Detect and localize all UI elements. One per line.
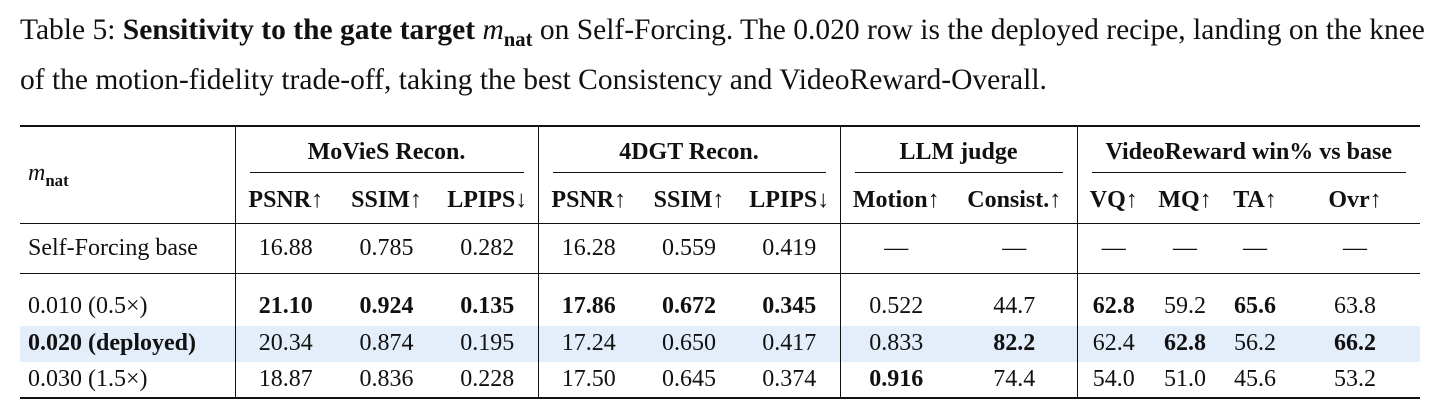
cell: 0.345 [762, 293, 817, 320]
results-table: mnat MoVieS Recon. 4DGT Recon. LLM judge Vid… [20, 125, 1420, 399]
cell: 56.2 [1220, 325, 1290, 362]
column-header: PSNR↑ [234, 177, 336, 224]
column-header: SSIM↑ [653, 186, 725, 213]
column-header: PSNR↑ [537, 177, 639, 224]
cell: 0.522 [839, 273, 952, 326]
cell: 59.2 [1164, 293, 1206, 320]
data-row: Self-Forcing base 16.88 0.785 0.282 16.28 0.5… [20, 223, 1420, 274]
cell: — [1076, 223, 1150, 274]
cell: — [1173, 235, 1197, 261]
group-label: 4DGT Recon. [552, 131, 826, 173]
group-header: VideoReward win% vs base [1076, 126, 1420, 177]
cell: 66.2 [1290, 325, 1420, 362]
cell: 44.7 [993, 293, 1036, 320]
cell: 18.87 [234, 361, 336, 398]
cell: 62.4 [1076, 325, 1150, 362]
cell: 0.195 [437, 325, 538, 362]
cell: 0.282 [460, 235, 515, 261]
cell: 17.24 [537, 325, 639, 362]
column-header: SSIM↑ [351, 186, 422, 213]
caption-text: on Self-Forcing. The 0.020 row is the de… [20, 14, 1425, 96]
cell: 20.34 [234, 325, 336, 362]
column-header: VQ↑ [1076, 177, 1150, 224]
column-header: Consist.↑ [967, 186, 1062, 213]
group-label: LLM judge [854, 131, 1063, 173]
cell: 0.419 [762, 235, 817, 261]
group-header: 4DGT Recon. [537, 126, 840, 177]
cell: 65.6 [1234, 293, 1276, 320]
data-row: 0.010 (0.5×) 21.10 0.924 0.135 17.86 0.672 0.3… [20, 273, 1420, 326]
cell: 62.8 [1076, 273, 1150, 326]
group-label: MoVieS Recon. [249, 131, 524, 173]
cell: 53.2 [1334, 365, 1376, 392]
subheader-row: PSNR↑ SSIM↑ LPIPS↓ PSNR↑ SSIM↑ LPIPS↓ Motion↑ C… [20, 177, 1420, 224]
cell: 0.650 [639, 325, 739, 362]
cell: 0.135 [460, 293, 515, 320]
cell: 63.8 [1334, 293, 1376, 320]
column-header: TA↑ [1233, 186, 1277, 213]
corner-symbol: m [28, 159, 46, 186]
cell: 16.28 [537, 223, 639, 274]
cell: 54.0 [1076, 361, 1150, 398]
cell: 16.88 [234, 223, 336, 274]
cell: 0.785 [359, 235, 414, 261]
cell: 0.874 [336, 325, 437, 362]
cell: 0.924 [359, 293, 414, 320]
column-header: MQ↑ [1158, 186, 1212, 213]
cell: 45.6 [1234, 365, 1276, 392]
cell: 0.228 [460, 365, 515, 392]
caption-bold: Sensitivity to the gate target [122, 14, 476, 46]
cell: 82.2 [952, 325, 1077, 362]
cell: 0.417 [739, 325, 840, 362]
cell: 0.833 [839, 325, 952, 362]
cell: 17.50 [537, 361, 639, 398]
cell: 0.672 [662, 293, 716, 320]
cell: 62.8 [1150, 325, 1220, 362]
group-header: LLM judge [839, 126, 1077, 177]
column-header: Ovr↑ [1328, 186, 1382, 213]
cell: — [1343, 235, 1367, 261]
column-header: LPIPS↓ [447, 186, 528, 213]
cell: — [839, 223, 952, 274]
cell: — [1002, 235, 1027, 261]
cell: 0.559 [662, 235, 716, 261]
caption-subscript: nat [503, 28, 533, 51]
header-row: mnat MoVieS Recon. 4DGT Recon. LLM judge Vid… [20, 126, 1420, 189]
column-header: Motion↑ [839, 177, 952, 224]
caption: Table 5: Sensitivity to the gate target … [20, 10, 1430, 100]
data-row: 0.030 (1.5×) 18.87 0.836 0.228 17.50 0.645 0.3… [20, 361, 1420, 398]
group-label: VideoReward win% vs base [1091, 131, 1406, 173]
cell: 0.374 [762, 365, 817, 392]
caption-label: Table 5: [20, 14, 116, 46]
corner-subscript: nat [45, 170, 69, 190]
cell: 0.916 [839, 361, 952, 398]
cell: 21.10 [234, 273, 336, 326]
cell: 51.0 [1164, 365, 1206, 392]
cell: 0.645 [662, 365, 716, 392]
row-label: 0.010 (0.5×) [28, 293, 148, 320]
cell: 0.836 [359, 365, 414, 392]
data-row: 0.020 (deployed) 20.34 0.874 0.195 17.24 0.65… [20, 325, 1420, 362]
caption-symbol: m [482, 14, 504, 46]
column-header: LPIPS↓ [749, 186, 830, 213]
row-label: Self-Forcing base [28, 235, 198, 261]
cell: 74.4 [993, 365, 1036, 392]
cell: — [1243, 235, 1267, 261]
row-label: 0.030 (1.5×) [28, 365, 148, 392]
group-header: MoVieS Recon. [234, 126, 538, 177]
cell: 17.86 [537, 273, 639, 326]
corner-cell: mnat [20, 126, 235, 224]
row-label: 0.020 (deployed) [20, 325, 235, 362]
